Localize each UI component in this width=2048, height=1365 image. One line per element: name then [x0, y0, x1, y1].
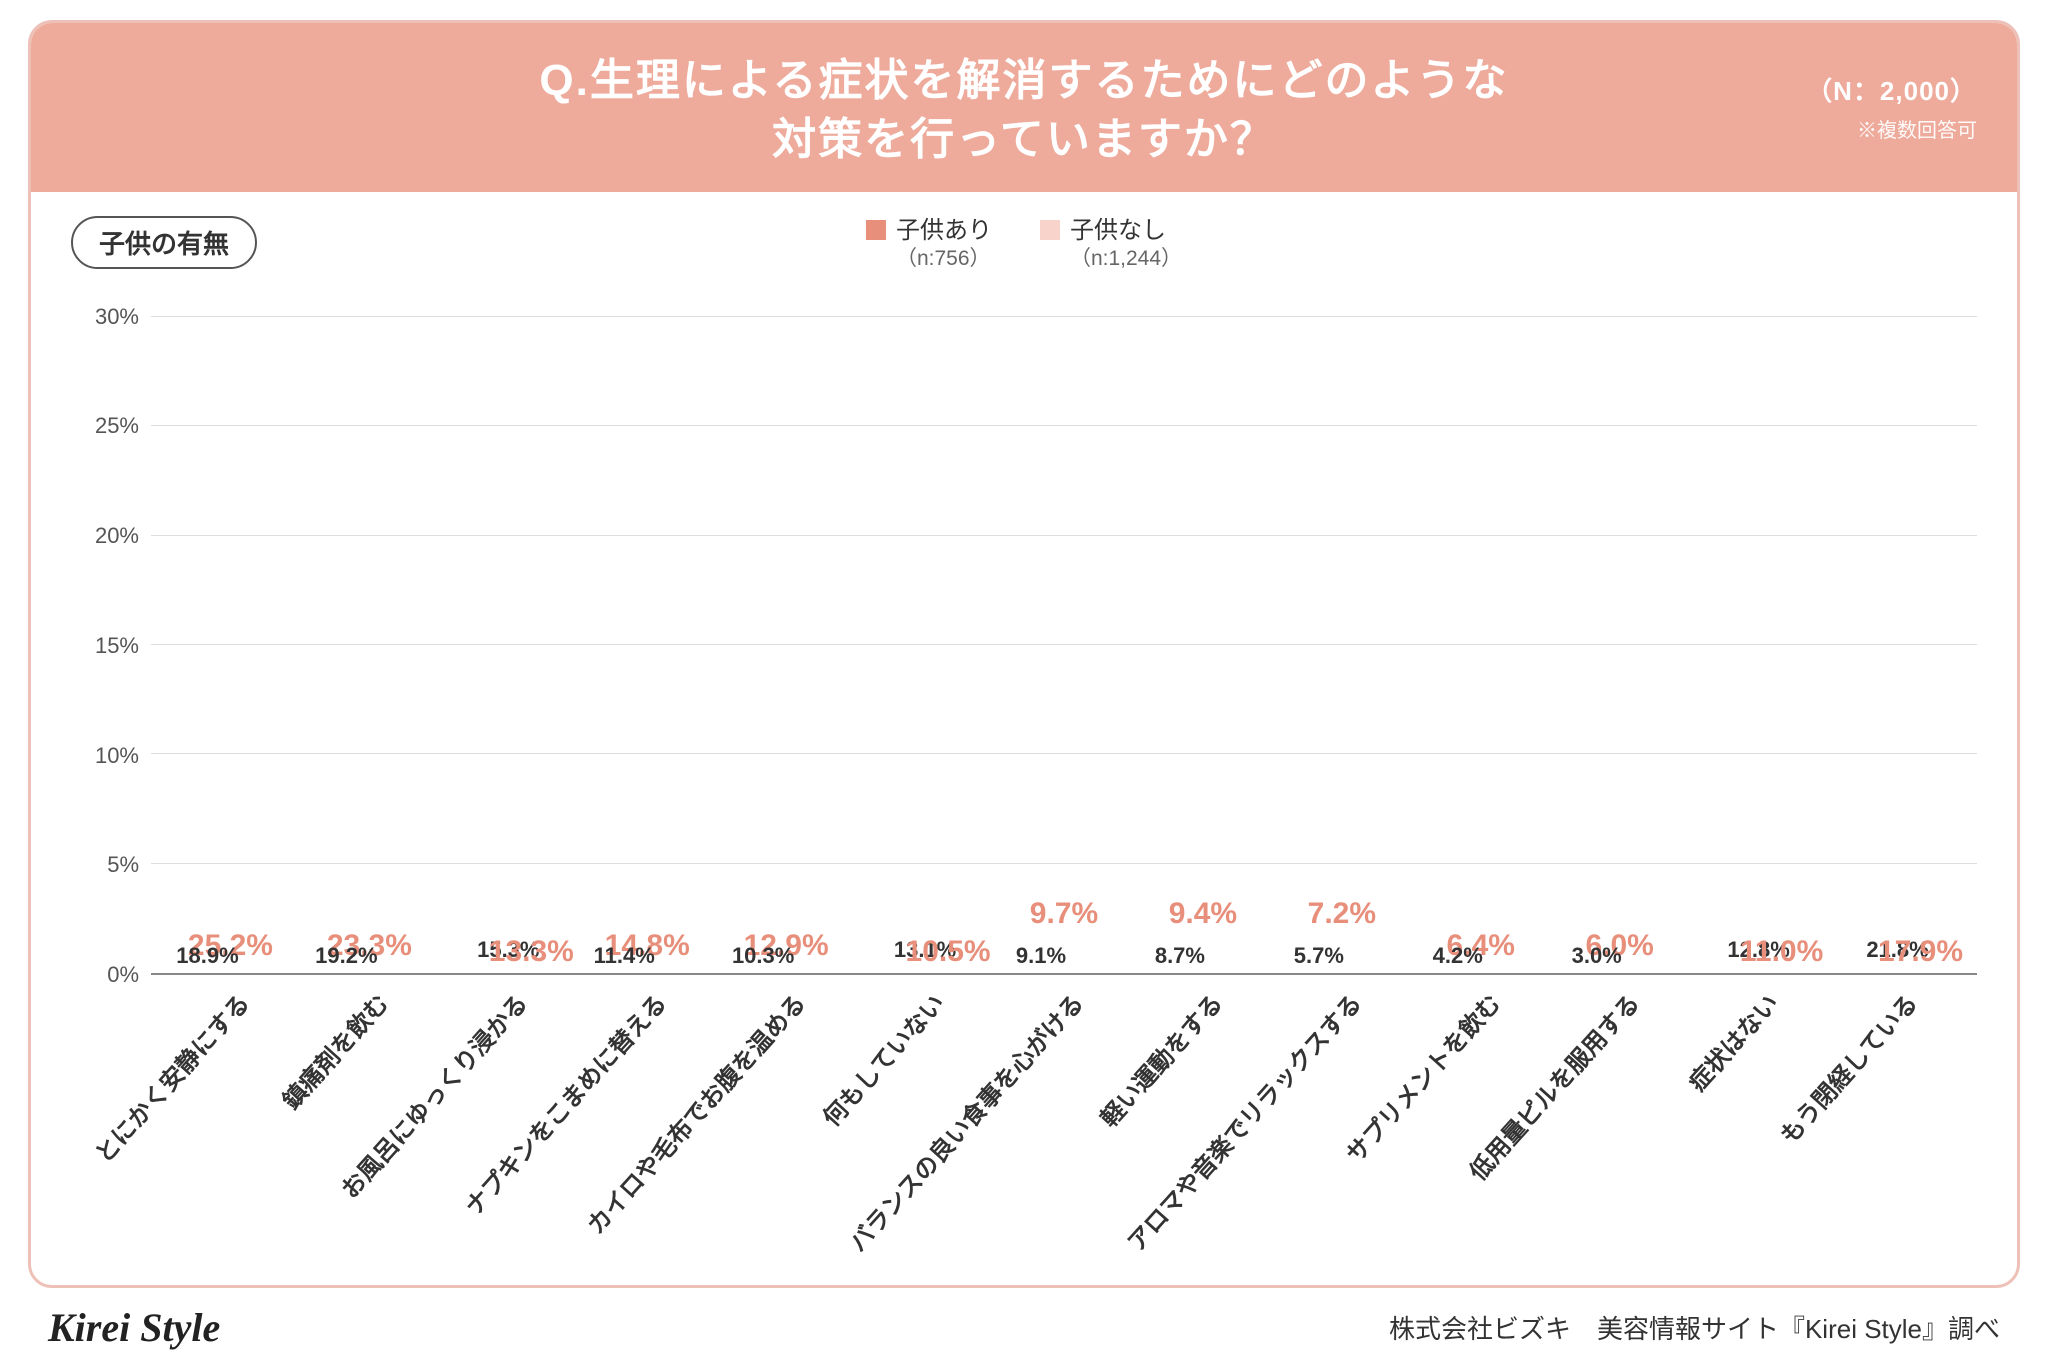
- grid-line: [151, 535, 1977, 536]
- y-axis: 0%5%10%15%20%25%30%: [71, 317, 151, 975]
- brand-logo: Kirei Style: [48, 1304, 220, 1351]
- chart-header: Q.生理による症状を解消するためにどのような 対策を行っていますか？ （N：2,…: [31, 23, 2017, 192]
- value-label-b: 9.4%: [1169, 897, 1237, 935]
- chart-body: 子供の有無 子供あり （n:756） 子供なし （n:1,244） 0% 5% 10…: [31, 192, 2017, 1285]
- source-credit: 株式会社ビズキ 美容情報サイト『Kirei Style』調べ: [1389, 1309, 2000, 1346]
- x-label-slot: とにかく安静にする: [161, 975, 300, 1275]
- y-tick: 20%: [95, 523, 139, 549]
- value-label-a: 4.2%: [1433, 943, 1483, 973]
- multi-answer-note: ※複数回答可: [1806, 114, 1977, 143]
- plot: 0%5%10%15%20%25%30% 25.2%18.9%23.3%19.2%…: [71, 317, 1977, 975]
- legend-item-b: 子供なし （n:1,244）: [1040, 216, 1182, 272]
- y-tick: 25%: [95, 413, 139, 439]
- value-label-a: 11.4%: [594, 943, 655, 973]
- sample-size: （N：2,000）: [1806, 71, 1977, 108]
- legend-swatch-a: [866, 220, 886, 240]
- y-tick: 15%: [95, 633, 139, 659]
- title-line-2: 対策を行っていますか？: [772, 115, 1276, 164]
- value-label-a: 9.1%: [1016, 943, 1066, 973]
- legend-sublabel-a: （n:756）: [896, 246, 992, 272]
- legend-item-a: 子供あり （n:756）: [866, 216, 992, 272]
- value-label-b: 9.7%: [1030, 897, 1098, 935]
- x-label: とにかく安静にする: [86, 985, 257, 1169]
- value-label-a: 18.9%: [176, 943, 238, 973]
- legend-label-b: 子供なし: [1070, 216, 1182, 246]
- plot-area: 25.2%18.9%23.3%19.2%15.3%13.3%14.8%11.4%…: [151, 317, 1977, 975]
- grid-line: [151, 753, 1977, 754]
- bars-container: 25.2%18.9%23.3%19.2%15.3%13.3%14.8%11.4%…: [151, 317, 1977, 973]
- value-label-a: 19.2%: [315, 943, 377, 973]
- value-label-b: 13.3%: [489, 935, 574, 973]
- x-label-slot: 低用量ピルを服用する: [1550, 975, 1689, 1275]
- legend-label-a: 子供あり: [896, 216, 992, 246]
- value-label-b: 17.9%: [1878, 935, 1963, 973]
- header-meta: （N：2,000） ※複数回答可: [1806, 71, 1977, 143]
- chart-title: Q.生理による症状を解消するためにどのような 対策を行っていますか？: [539, 51, 1508, 170]
- legend-sublabel-b: （n:1,244）: [1070, 246, 1182, 272]
- grid-line: [151, 644, 1977, 645]
- x-axis-labels: とにかく安静にする鎮痛剤を飲むお風呂にゆっくり浸かるナプキンをこまめに替えるカイ…: [71, 975, 1977, 1275]
- filter-chip: 子供の有無: [71, 216, 257, 269]
- legend: 子供あり （n:756） 子供なし （n:1,244）: [866, 216, 1182, 272]
- x-label: 症状はない: [1678, 985, 1784, 1098]
- grid-line: [151, 863, 1977, 864]
- x-labels-inner: とにかく安静にする鎮痛剤を飲むお風呂にゆっくり浸かるナプキンをこまめに替えるカイ…: [151, 975, 1977, 1275]
- grid-line: [151, 316, 1977, 317]
- y-tick: 30%: [95, 304, 139, 330]
- value-label-a: 5.7%: [1294, 943, 1344, 973]
- value-label-a: 8.7%: [1155, 943, 1205, 973]
- value-label-b: 11.0%: [1740, 935, 1823, 973]
- value-label-a: 10.3%: [732, 943, 794, 973]
- grid-line: [151, 425, 1977, 426]
- legend-swatch-b: [1040, 220, 1060, 240]
- footer: Kirei Style 株式会社ビズキ 美容情報サイト『Kirei Style』…: [28, 1288, 2020, 1355]
- value-label-b: 7.2%: [1308, 897, 1376, 935]
- y-tick: 5%: [107, 852, 139, 878]
- value-label-b: 10.5%: [906, 935, 991, 973]
- x-label-slot: もう閉経している: [1828, 975, 1967, 1275]
- y-tick: 0%: [107, 962, 139, 988]
- value-label-a: 3.0%: [1572, 943, 1622, 973]
- title-line-1: Q.生理による症状を解消するためにどのような: [539, 56, 1508, 105]
- chart-card: Q.生理による症状を解消するためにどのような 対策を行っていますか？ （N：2,…: [28, 20, 2020, 1288]
- y-tick: 10%: [95, 743, 139, 769]
